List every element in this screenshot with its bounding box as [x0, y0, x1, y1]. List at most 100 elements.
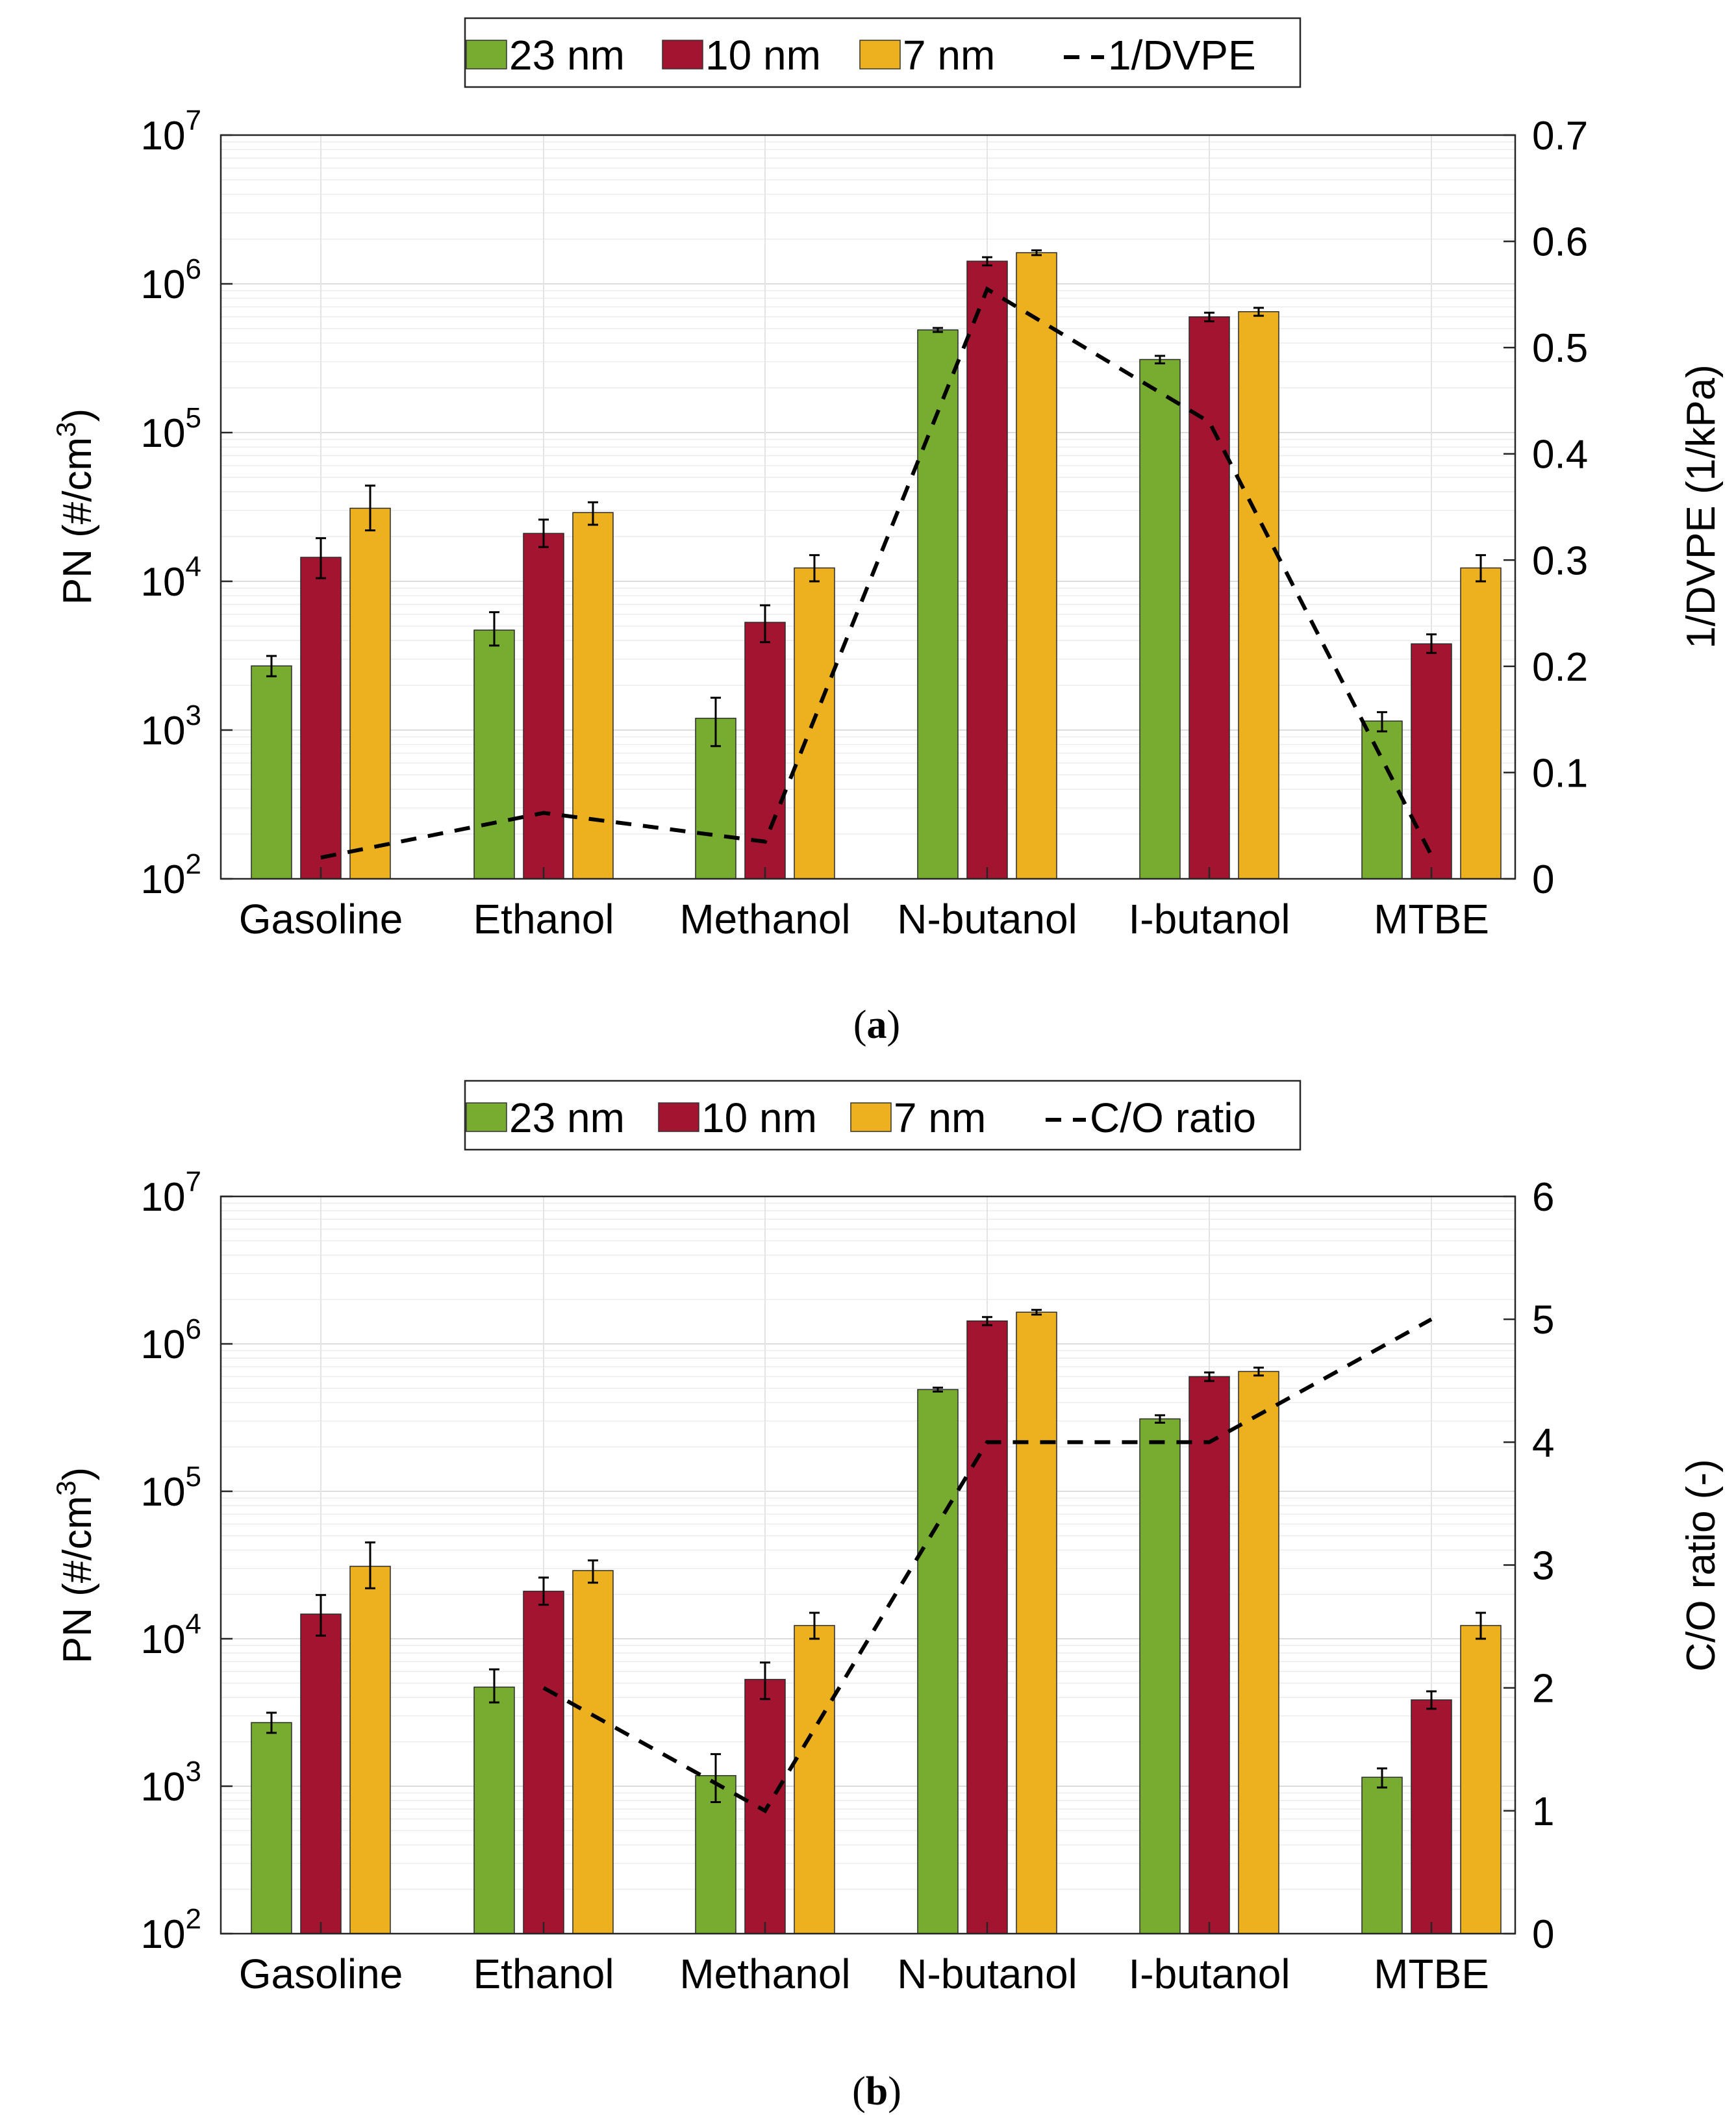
bar-10nm-i-butanol	[1189, 1376, 1230, 1934]
x-tick-label: Ethanol	[473, 896, 614, 942]
legend-label-7nm: 7 nm	[894, 1094, 986, 1141]
bar-23nm-i-butanol	[1139, 359, 1181, 879]
legend-label-7nm: 7 nm	[903, 32, 995, 79]
x-tick-label: MTBE	[1374, 896, 1489, 942]
x-tick-label: I-butanol	[1128, 896, 1290, 942]
y2-tick-label: 5	[1532, 1298, 1554, 1343]
series-line	[542, 1317, 1433, 1813]
bar-23nm-mtbe	[1361, 1776, 1403, 1934]
y2-tick-label: 0.7	[1532, 114, 1588, 158]
bar-10nm-methanol	[744, 1678, 786, 1934]
legend-label-23nm: 23 nm	[509, 32, 625, 79]
bar-7nm-i-butanol	[1238, 311, 1279, 879]
legend-swatch-10nm	[658, 1102, 699, 1132]
bar-23nm-ethanol	[473, 1686, 515, 1934]
bar-7nm-gasoline	[349, 1565, 391, 1934]
x-tick-label: MTBE	[1374, 1951, 1489, 1997]
y2-tick-label: 0.4	[1532, 433, 1588, 477]
bar-23nm-gasoline	[251, 665, 292, 879]
bar-7nm-methanol	[794, 1624, 835, 1934]
legend-swatch-23nm	[466, 40, 507, 69]
bar-10nm-n-butanol	[966, 1320, 1008, 1934]
legend: 23 nm 10 nm 7 nm C/O ratio	[464, 1080, 1302, 1151]
legend-label-23nm: 23 nm	[509, 1094, 625, 1141]
bar-10nm-mtbe	[1411, 1699, 1452, 1934]
bars	[251, 252, 1502, 879]
bar-10nm-ethanol	[523, 533, 564, 879]
y2-tick-label: 0.2	[1532, 645, 1588, 690]
y2-tick-label: 2	[1532, 1667, 1554, 1711]
error-bars	[266, 249, 1486, 748]
bar-7nm-ethanol	[572, 1570, 614, 1934]
y-tick-label: 105	[141, 1461, 201, 1515]
bar-23nm-i-butanol	[1139, 1418, 1181, 1934]
bar-23nm-mtbe	[1361, 720, 1403, 879]
chart-panel-a: 102 103 104 105 106 107 0 0.1 0.2 0.3 0.4 0.5 0.6 0.…	[51, 17, 1724, 1047]
bar-10nm-gasoline	[300, 1613, 342, 1934]
bar-10nm-i-butanol	[1189, 316, 1230, 879]
y-tick-label: 107	[141, 1166, 201, 1220]
bar-7nm-mtbe	[1460, 1624, 1502, 1934]
bar-7nm-i-butanol	[1238, 1370, 1279, 1934]
y-tick-label: 102	[141, 1903, 201, 1957]
legend-label-line: C/O ratio	[1090, 1094, 1256, 1141]
bar-23nm-gasoline	[251, 1722, 292, 1934]
y-tick-label: 103	[141, 1756, 201, 1810]
x-tick-label: Ethanol	[473, 1951, 614, 1997]
bar-23nm-ethanol	[473, 629, 515, 879]
legend: 23 nm 10 nm 7 nm 1/DVPE	[464, 17, 1302, 88]
y2-axis-label: C/O ratio (-)	[1679, 1459, 1724, 1671]
y-tick-label: 106	[141, 1313, 201, 1367]
y2-tick-label: 0.6	[1532, 220, 1588, 265]
bar-7nm-mtbe	[1460, 567, 1502, 879]
x-axis-ticks: Gasoline Ethanol Methanol N-butanol I-butano…	[239, 867, 1489, 942]
legend-label-line: 1/DVPE	[1108, 32, 1256, 79]
y-tick-label: 104	[141, 551, 201, 605]
error-bars	[266, 1309, 1486, 1803]
y2-axis-ticks: 0 0.1 0.2 0.3 0.4 0.5 0.6 0.7	[1503, 114, 1588, 902]
y-tick-label: 102	[141, 848, 201, 902]
panel-caption: (b)	[852, 2069, 901, 2114]
bar-7nm-gasoline	[349, 507, 391, 879]
bar-7nm-ethanol	[572, 512, 614, 879]
y2-axis-label: 1/DVPE (1/kPa)	[1679, 364, 1724, 649]
y2-tick-label: 4	[1532, 1421, 1554, 1465]
legend-label-10nm: 10 nm	[701, 1094, 817, 1141]
chart-panel-b: 102 103 104 105 106 107 0 1 2 3 4 5 6 Gasoline Ethan…	[51, 1080, 1724, 2114]
y-tick-label: 104	[141, 1608, 201, 1662]
y-axis-ticks: 102 103 104 105 106 107	[141, 1166, 233, 1957]
plot-border	[220, 134, 1516, 880]
legend-swatch-7nm	[850, 1102, 892, 1132]
series-line	[320, 286, 1433, 860]
x-tick-label: Methanol	[679, 1951, 850, 1997]
x-tick-label: Gasoline	[239, 896, 403, 942]
x-tick-label: Gasoline	[239, 1951, 403, 1997]
y-tick-label: 106	[141, 253, 201, 307]
x-tick-label: Methanol	[679, 896, 850, 942]
y2-tick-label: 0	[1532, 857, 1554, 902]
bars	[251, 1311, 1502, 1934]
plot-area	[221, 1196, 1515, 1934]
y-axis-label: PN (#/cm3)	[51, 1467, 100, 1663]
legend-swatch-23nm	[466, 1102, 507, 1132]
x-tick-label: I-butanol	[1128, 1951, 1290, 1997]
bar-23nm-n-butanol	[917, 1389, 959, 1934]
bar-23nm-n-butanol	[917, 329, 959, 879]
y-axis-label: PN (#/cm3)	[51, 409, 100, 605]
x-tick-label: N-butanol	[897, 1951, 1077, 1997]
y2-tick-label: 0.5	[1532, 326, 1588, 371]
bar-10nm-ethanol	[523, 1591, 564, 1934]
y-tick-label: 103	[141, 700, 201, 753]
bar-10nm-gasoline	[300, 557, 342, 879]
y2-tick-label: 0	[1532, 1912, 1554, 1957]
panel-caption: (a)	[853, 1003, 900, 1047]
bar-10nm-methanol	[744, 622, 786, 879]
bar-10nm-mtbe	[1411, 643, 1452, 879]
x-tick-label: N-butanol	[897, 896, 1077, 942]
y2-tick-label: 3	[1532, 1544, 1554, 1589]
y-tick-label: 107	[141, 105, 201, 158]
y2-axis-ticks: 0 1 2 3 4 5 6	[1503, 1175, 1554, 1957]
bar-10nm-n-butanol	[966, 260, 1008, 879]
